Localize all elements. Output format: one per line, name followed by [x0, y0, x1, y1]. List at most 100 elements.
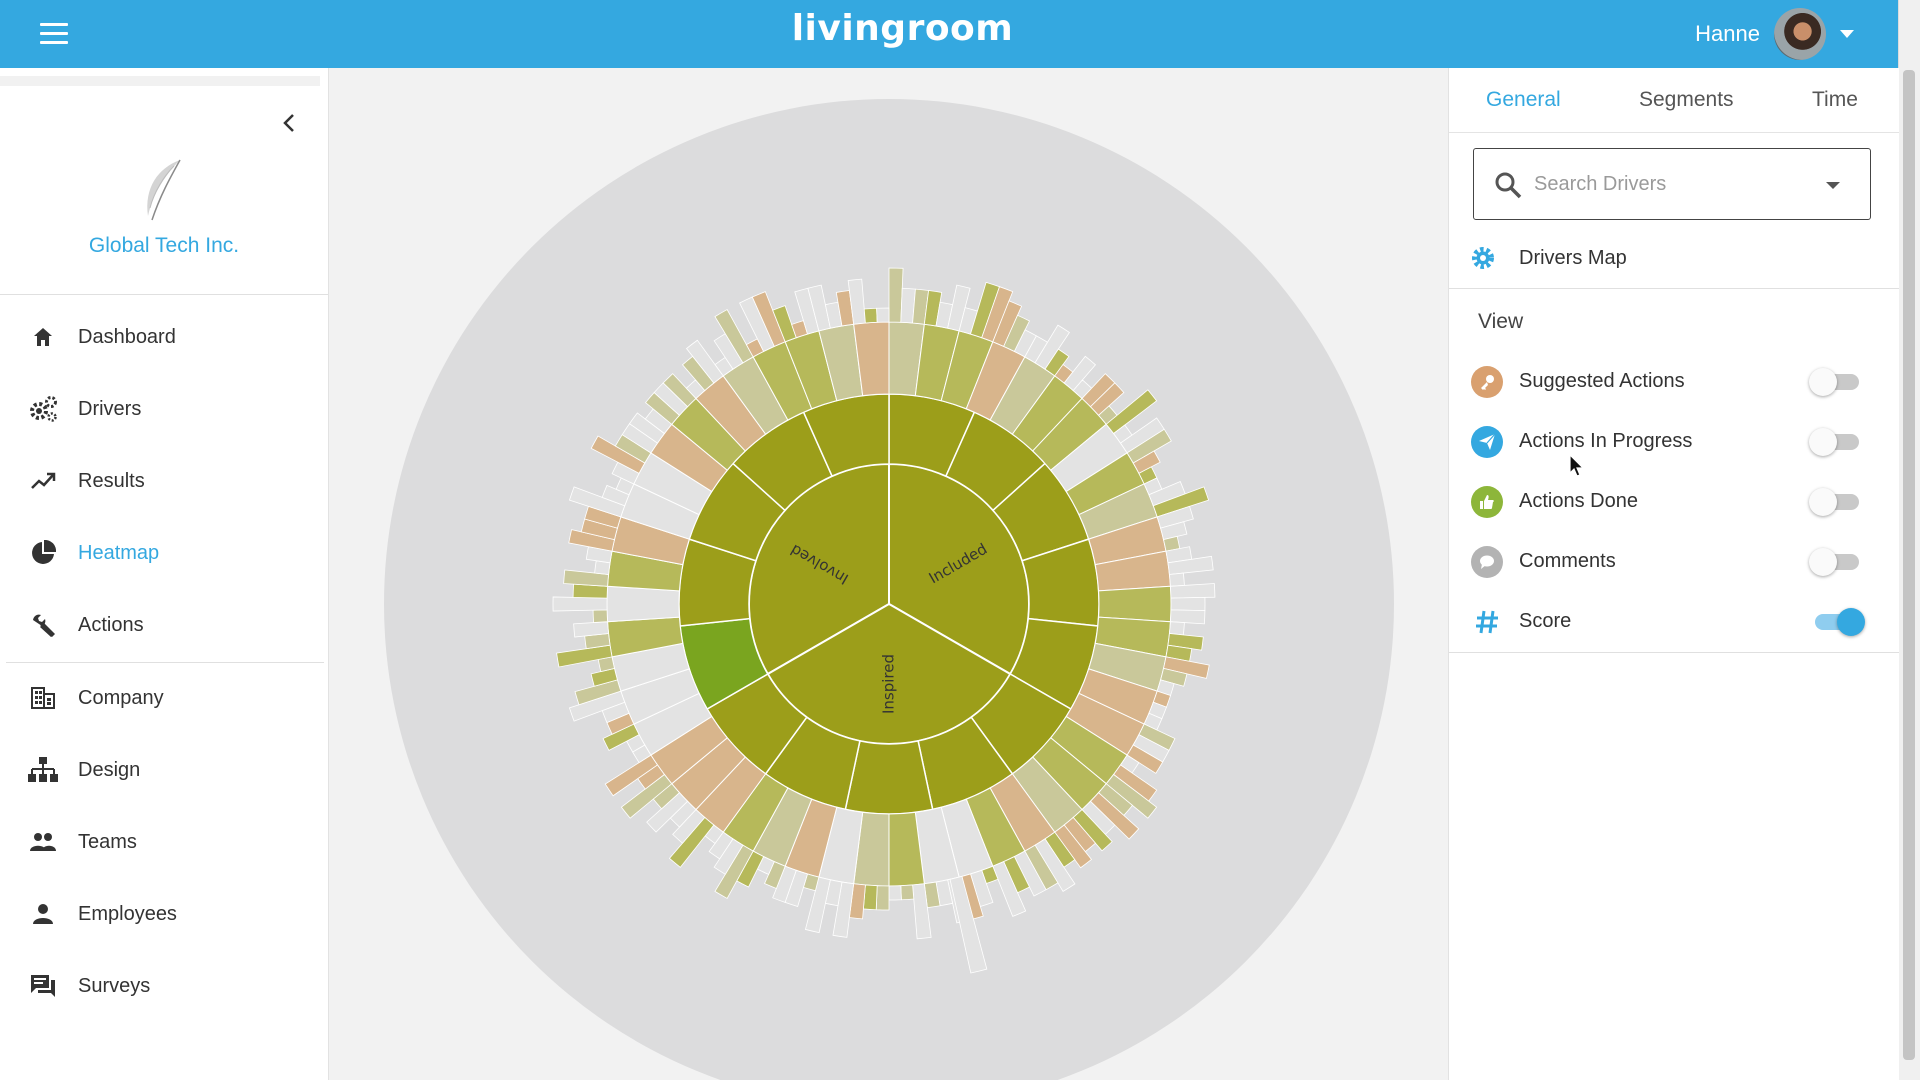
drivers-map-label: Drivers Map — [1519, 246, 1627, 269]
nav-surveys[interactable]: Surveys — [0, 956, 328, 1016]
heatmap-edge-segment[interactable] — [876, 307, 890, 323]
chevron-down-icon — [1840, 30, 1854, 38]
nav-design[interactable]: Design — [0, 740, 328, 800]
company-logo-icon — [140, 158, 190, 228]
trending-up-icon — [28, 466, 58, 496]
comment-icon — [1471, 546, 1503, 578]
heatmap-edge-segment[interactable] — [1170, 583, 1216, 599]
option-actions-done: Actions Done — [1449, 478, 1899, 526]
nav-dashboard[interactable]: Dashboard — [0, 307, 328, 367]
tab-segments[interactable]: Segments — [1639, 88, 1734, 111]
nav-label: Surveys — [78, 974, 151, 997]
option-score: Score — [1449, 598, 1899, 646]
gear-icon — [1469, 244, 1497, 277]
user-menu[interactable]: Hanne — [1695, 8, 1854, 60]
drivers-map-link[interactable]: Drivers Map — [1449, 228, 1899, 288]
mouse-cursor-icon — [1569, 454, 1585, 477]
nav-actions[interactable]: Actions — [0, 595, 328, 655]
top-bar: livingroom Hanne — [0, 0, 1899, 68]
nav-drivers[interactable]: Drivers — [0, 379, 328, 439]
menu-icon[interactable] — [40, 23, 68, 45]
panel-tabs: General Segments Time — [1449, 68, 1899, 133]
sidebar-top-strip — [0, 76, 320, 86]
option-label: Comments — [1519, 550, 1616, 572]
heatmap-edge-segment[interactable] — [1170, 596, 1206, 612]
tab-general[interactable]: General — [1486, 88, 1561, 111]
nav-label: Dashboard — [78, 325, 176, 348]
view-title: View — [1478, 310, 1524, 333]
heatmap-edge-segment[interactable] — [1169, 621, 1185, 636]
paper-plane-icon — [1471, 426, 1503, 458]
avatar — [1774, 8, 1826, 60]
option-label: Suggested Actions — [1519, 370, 1685, 392]
nav-label: Employees — [78, 902, 177, 925]
nav-label: Actions — [78, 613, 144, 636]
heatmap-inner-label: Inspired — [880, 654, 898, 714]
actions-done-toggle[interactable] — [1809, 488, 1865, 516]
person-icon — [28, 899, 58, 929]
tab-time[interactable]: Time — [1812, 88, 1858, 111]
wrench-icon — [28, 610, 58, 640]
nav-company[interactable]: Company — [0, 668, 328, 728]
actions-in-progress-toggle[interactable] — [1809, 428, 1865, 456]
heatmap-edge-segment[interactable] — [888, 885, 902, 901]
heatmap-outer-segment[interactable] — [606, 585, 680, 623]
filter-panel: General Segments Time Search Drivers Dri… — [1448, 68, 1899, 1080]
collapse-sidebar-icon[interactable] — [275, 108, 305, 138]
nav-label: Results — [78, 469, 145, 492]
divider — [6, 662, 324, 663]
search-drivers-input[interactable]: Search Drivers — [1473, 148, 1871, 220]
page-scrollbar[interactable] — [1898, 0, 1920, 1080]
company-name: Global Tech Inc. — [88, 234, 240, 257]
thumbs-up-icon — [1471, 486, 1503, 518]
nav-heatmap[interactable]: Heatmap — [0, 523, 328, 583]
option-actions-in-progress: Actions In Progress — [1449, 418, 1899, 466]
divider — [0, 294, 328, 295]
gears-icon — [28, 394, 58, 424]
home-icon — [28, 322, 58, 352]
heatmap-edge-segment[interactable] — [592, 609, 608, 624]
option-label: Actions In Progress — [1519, 430, 1693, 452]
divider — [1449, 652, 1899, 653]
sidebar: Global Tech Inc. Dashboard Drivers Resul… — [0, 68, 329, 1080]
option-comments: Comments — [1449, 538, 1899, 586]
nav-label: Teams — [78, 830, 137, 853]
nav-employees[interactable]: Employees — [0, 884, 328, 944]
app-logo: livingroom — [791, 8, 1014, 49]
search-icon — [1494, 171, 1522, 204]
nav-results[interactable]: Results — [0, 451, 328, 511]
heatmap-edge-segment[interactable] — [863, 307, 878, 324]
nav-label: Company — [78, 686, 164, 709]
dropdown-arrow-icon[interactable] — [1826, 182, 1840, 189]
heatmap-edge-segment[interactable] — [552, 596, 608, 612]
nav-teams[interactable]: Teams — [0, 812, 328, 872]
option-label: Score — [1519, 610, 1572, 632]
user-name: Hanne — [1695, 21, 1760, 46]
nav-label: Design — [78, 758, 141, 781]
search-placeholder: Search Drivers — [1534, 173, 1667, 195]
key-icon — [1471, 366, 1503, 398]
nav-label: Heatmap — [78, 541, 160, 564]
scrollbar-thumb[interactable] — [1903, 70, 1915, 1060]
pie-chart-icon — [28, 538, 58, 568]
divider — [1449, 288, 1899, 289]
heatmap-area: Involved Included Inspired — [329, 68, 1448, 1080]
heatmap-edge-segment[interactable] — [1169, 572, 1185, 587]
heatmap-outer-segment[interactable] — [1098, 585, 1172, 623]
comments-toggle[interactable] — [1809, 548, 1865, 576]
building-icon — [28, 683, 58, 713]
heatmap-edge-segment[interactable] — [949, 875, 988, 974]
chat-icon — [28, 971, 58, 1001]
hash-icon — [1471, 606, 1503, 638]
heatmap-mid-segment[interactable] — [844, 740, 934, 815]
nav-label: Drivers — [78, 397, 142, 420]
heatmap-edge-segment[interactable] — [875, 885, 890, 911]
option-suggested-actions: Suggested Actions — [1449, 358, 1899, 406]
org-chart-icon — [28, 755, 58, 785]
option-label: Actions Done — [1519, 490, 1638, 512]
heatmap-edge-segment[interactable] — [900, 884, 915, 901]
suggested-actions-toggle[interactable] — [1809, 368, 1865, 396]
score-toggle[interactable] — [1809, 608, 1865, 636]
group-icon — [28, 827, 58, 857]
